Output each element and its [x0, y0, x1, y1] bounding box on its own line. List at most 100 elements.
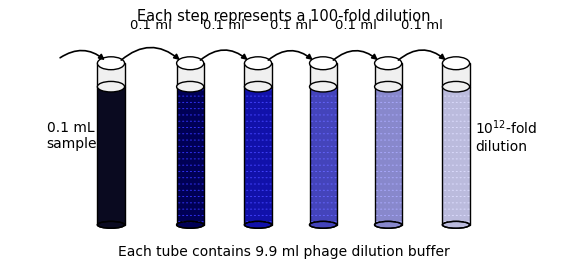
Circle shape	[331, 152, 333, 153]
Circle shape	[246, 177, 248, 178]
Circle shape	[186, 133, 188, 134]
Bar	[375, 87, 401, 225]
Circle shape	[452, 215, 454, 216]
Circle shape	[182, 102, 184, 103]
Bar	[244, 87, 272, 225]
Circle shape	[269, 89, 272, 90]
Circle shape	[444, 114, 446, 116]
Circle shape	[392, 133, 394, 134]
Circle shape	[178, 221, 180, 222]
Circle shape	[380, 209, 382, 210]
Circle shape	[331, 133, 333, 134]
Circle shape	[396, 196, 398, 197]
Circle shape	[186, 190, 188, 191]
Circle shape	[460, 177, 462, 178]
Circle shape	[452, 89, 454, 90]
Circle shape	[246, 215, 248, 216]
Circle shape	[254, 89, 256, 90]
Circle shape	[463, 114, 466, 116]
Circle shape	[467, 89, 469, 90]
Circle shape	[261, 121, 264, 122]
Circle shape	[456, 202, 458, 203]
FancyArrowPatch shape	[200, 50, 246, 60]
Ellipse shape	[310, 221, 337, 228]
Circle shape	[178, 183, 180, 184]
Circle shape	[444, 209, 446, 210]
Circle shape	[194, 114, 196, 116]
Circle shape	[246, 190, 248, 191]
Circle shape	[190, 108, 192, 109]
Circle shape	[190, 102, 192, 103]
Circle shape	[186, 183, 188, 184]
Circle shape	[331, 215, 333, 216]
Circle shape	[254, 121, 256, 122]
Circle shape	[182, 96, 184, 97]
Bar	[375, 63, 401, 87]
Circle shape	[186, 146, 188, 147]
Circle shape	[380, 121, 382, 122]
Circle shape	[463, 102, 466, 103]
Circle shape	[261, 215, 264, 216]
Circle shape	[261, 133, 264, 134]
Circle shape	[201, 190, 204, 191]
Text: $10^{12}$-fold
dilution: $10^{12}$-fold dilution	[475, 119, 538, 154]
Circle shape	[201, 121, 204, 122]
Circle shape	[182, 177, 184, 178]
Circle shape	[460, 96, 462, 97]
Circle shape	[396, 215, 398, 216]
Circle shape	[194, 190, 196, 191]
Circle shape	[201, 102, 204, 103]
Circle shape	[265, 215, 268, 216]
Circle shape	[186, 202, 188, 203]
Circle shape	[198, 133, 200, 134]
Circle shape	[400, 171, 401, 172]
Circle shape	[448, 146, 450, 147]
Circle shape	[463, 183, 466, 184]
Bar	[244, 63, 272, 87]
Circle shape	[319, 108, 321, 109]
Circle shape	[400, 190, 401, 191]
Circle shape	[194, 215, 196, 216]
Circle shape	[392, 146, 394, 147]
Circle shape	[392, 177, 394, 178]
Circle shape	[396, 127, 398, 128]
Circle shape	[448, 202, 450, 203]
Circle shape	[463, 221, 466, 222]
Circle shape	[392, 215, 394, 216]
Circle shape	[250, 102, 252, 103]
Circle shape	[198, 221, 200, 222]
Circle shape	[261, 152, 264, 153]
Circle shape	[198, 127, 200, 128]
Circle shape	[460, 215, 462, 216]
Circle shape	[448, 171, 450, 172]
Circle shape	[265, 102, 268, 103]
Ellipse shape	[442, 57, 469, 70]
Circle shape	[323, 146, 325, 147]
Circle shape	[463, 171, 466, 172]
Circle shape	[261, 96, 264, 97]
Circle shape	[198, 146, 200, 147]
Circle shape	[201, 127, 204, 128]
Circle shape	[178, 190, 180, 191]
Circle shape	[327, 202, 329, 203]
Circle shape	[376, 102, 378, 103]
Circle shape	[331, 209, 333, 210]
Circle shape	[400, 146, 401, 147]
Circle shape	[456, 215, 458, 216]
Ellipse shape	[310, 57, 337, 70]
Circle shape	[250, 89, 252, 90]
Circle shape	[323, 127, 325, 128]
Circle shape	[265, 121, 268, 122]
Circle shape	[182, 146, 184, 147]
Circle shape	[327, 146, 329, 147]
Circle shape	[261, 102, 264, 103]
Circle shape	[335, 121, 337, 122]
Circle shape	[384, 89, 386, 90]
Circle shape	[331, 183, 333, 184]
Circle shape	[456, 89, 458, 90]
Circle shape	[258, 108, 260, 109]
Circle shape	[396, 183, 398, 184]
Circle shape	[376, 177, 378, 178]
Circle shape	[265, 89, 268, 90]
Circle shape	[388, 215, 390, 216]
